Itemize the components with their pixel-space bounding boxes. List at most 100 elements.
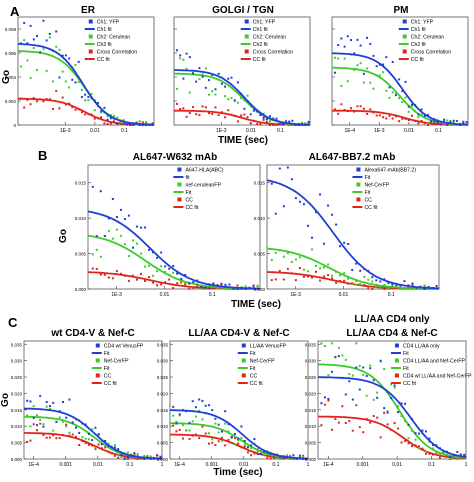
data-point-red	[29, 103, 32, 106]
data-point-red	[201, 425, 204, 428]
data-point-blue	[200, 285, 203, 288]
data-point-green	[122, 119, 125, 122]
data-point-blue	[29, 24, 32, 27]
legend-marker	[394, 358, 399, 363]
data-point-blue	[220, 282, 223, 285]
data-point-blue	[337, 44, 340, 47]
data-point-green	[355, 283, 358, 286]
data-point-blue	[156, 454, 159, 457]
x-tick-label: 0.001	[205, 462, 218, 468]
y-tick-label: 0.015	[305, 408, 317, 413]
legend-marker	[95, 373, 100, 378]
data-point-blue	[414, 432, 417, 435]
data-point-green	[369, 364, 372, 367]
x-tick-label: 1E-3	[216, 128, 227, 134]
data-point-green	[331, 274, 334, 277]
data-point-green	[214, 93, 217, 96]
data-point-blue	[138, 124, 141, 126]
x-tick-label: 0.01	[90, 128, 100, 134]
data-point-blue	[330, 370, 333, 373]
data-point-blue	[423, 288, 426, 290]
data-point-green	[274, 251, 277, 254]
data-point-green	[291, 123, 294, 126]
chart-title: AL647-BB7.2 mAb	[309, 152, 396, 163]
data-point-green	[115, 228, 118, 231]
data-point-green	[339, 274, 342, 277]
data-point-blue	[195, 80, 198, 83]
fit-line-blue	[173, 69, 311, 126]
data-point-green	[420, 113, 423, 116]
data-point-blue	[428, 437, 431, 440]
data-point-red	[351, 429, 354, 432]
data-point-blue	[375, 65, 378, 68]
fit-line-red	[17, 97, 154, 126]
y-tick-label: 0.030	[157, 359, 169, 364]
data-point-blue	[178, 413, 181, 416]
legend-marker	[244, 19, 249, 24]
data-point-green	[194, 415, 197, 418]
data-point-blue	[410, 103, 413, 106]
x-tick-label: 0.01	[93, 462, 103, 468]
data-point-blue	[175, 422, 178, 425]
y-tick-label: 0.015	[75, 181, 87, 186]
legend-marker	[88, 19, 93, 24]
data-point-blue	[95, 235, 98, 238]
data-point-green	[224, 288, 227, 290]
data-point-red	[331, 277, 334, 280]
legend-label: Ch2 fit	[411, 42, 427, 48]
data-point-red	[211, 112, 214, 115]
data-point-red	[323, 403, 326, 406]
data-point-blue	[340, 37, 343, 40]
data-point-blue	[391, 61, 394, 64]
data-point-green	[262, 112, 265, 115]
data-point-green	[178, 414, 181, 417]
data-point-red	[42, 433, 45, 436]
data-point-blue	[375, 279, 378, 282]
legend-label: Ch1: YFP	[253, 20, 276, 26]
fit-line-blue	[331, 52, 469, 126]
data-point-blue	[45, 39, 48, 42]
data-point-blue	[91, 185, 94, 188]
data-point-green	[383, 368, 386, 371]
data-point-blue	[204, 404, 207, 407]
panel-letter: B	[38, 148, 47, 163]
data-point-blue	[446, 124, 449, 126]
data-point-green	[404, 96, 407, 99]
data-point-blue	[452, 119, 455, 122]
x-tick-label: 1E-4	[323, 462, 334, 468]
data-point-red	[126, 457, 129, 460]
data-point-green	[355, 342, 358, 345]
data-point-red	[246, 116, 249, 119]
data-point-blue	[250, 444, 253, 447]
data-point-red	[319, 279, 322, 282]
data-point-blue	[84, 93, 87, 96]
data-point-green	[351, 374, 354, 377]
data-point-green	[126, 451, 129, 454]
data-point-red	[358, 426, 361, 429]
data-point-green	[29, 76, 32, 79]
data-point-green	[58, 48, 61, 51]
data-point-blue	[339, 245, 342, 248]
data-point-red	[430, 121, 433, 124]
y-tick-label: 0.005	[254, 252, 266, 257]
data-point-red	[198, 114, 201, 117]
data-point-green	[26, 414, 29, 417]
data-point-green	[175, 87, 178, 90]
data-point-red	[391, 117, 394, 120]
data-point-blue	[463, 453, 466, 456]
data-point-green	[119, 234, 122, 237]
data-point-blue	[52, 401, 55, 404]
data-point-blue	[111, 197, 114, 200]
data-point-blue	[143, 458, 146, 460]
data-point-blue	[100, 443, 103, 446]
data-point-blue	[61, 54, 64, 57]
data-point-green	[160, 265, 163, 268]
data-point-red	[398, 120, 401, 123]
data-point-red	[58, 107, 61, 110]
data-point-red	[97, 443, 100, 446]
plot-frame	[169, 340, 309, 460]
data-point-red	[369, 421, 372, 424]
data-point-blue	[259, 114, 262, 117]
data-point-red	[372, 414, 375, 417]
data-point-green	[149, 455, 152, 458]
